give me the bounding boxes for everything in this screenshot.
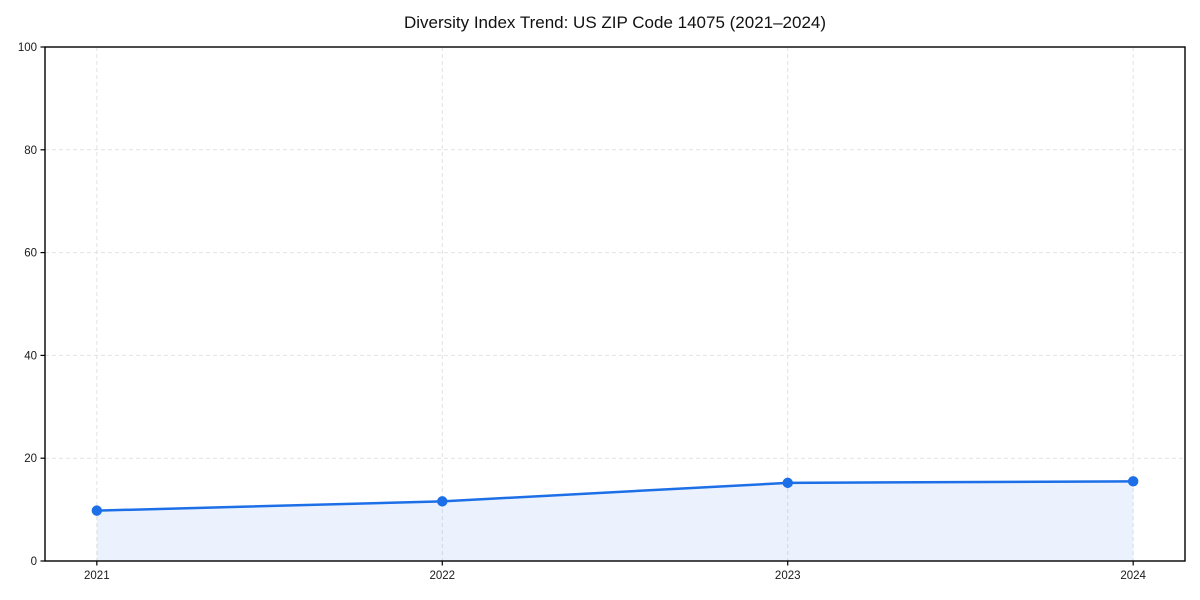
data-point	[1127, 476, 1139, 487]
y-tick-label: 20	[24, 453, 37, 465]
trend-area	[96, 481, 1134, 561]
y-tick-label: 100	[18, 42, 37, 54]
y-tick-label: 40	[24, 350, 37, 362]
y-tick-label: 0	[31, 556, 37, 568]
data-point	[782, 477, 793, 489]
y-tick-label: 60	[24, 248, 37, 260]
chart-title: Diversity Index Trend: US ZIP Code 14075…	[403, 13, 827, 32]
y-tick-label: 80	[24, 145, 37, 157]
x-tick-label: 2021	[84, 570, 110, 582]
data-point	[437, 496, 448, 507]
x-tick-label: 2023	[775, 570, 801, 582]
x-tick-label: 2024	[1120, 570, 1146, 582]
data-point	[91, 505, 103, 516]
plot-border	[44, 46, 1186, 562]
trend-line	[95, 480, 1135, 512]
x-tick-label: 2022	[429, 570, 455, 582]
